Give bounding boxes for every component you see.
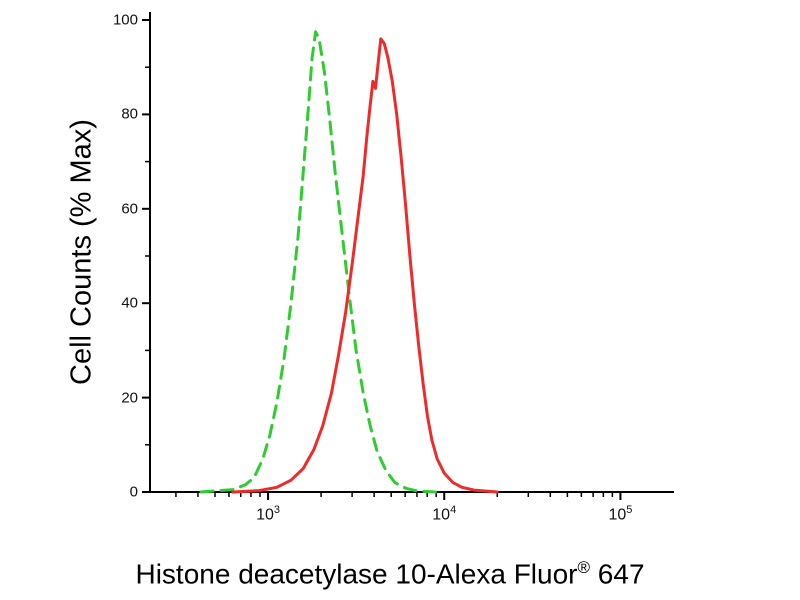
negative-control-curve	[199, 30, 437, 494]
x-tick-base: 10	[608, 506, 627, 524]
x-tick-base: 10	[256, 506, 274, 524]
y-tick-label-40: 40	[121, 294, 138, 312]
y-axis-title: Cell Counts (% Max)	[65, 119, 98, 385]
y-tick-label-80: 80	[121, 105, 138, 123]
x-axis-title-main: Histone deacetylase 10-Alexa Fluor	[135, 558, 578, 590]
x-tick-label-10e5: 105	[608, 504, 632, 524]
x-tick-exponent: 3	[273, 504, 281, 516]
x-tick-base: 10	[432, 506, 451, 524]
hdac10-stained-curve	[231, 37, 499, 494]
x-axis-title: Histone deacetylase 10-Alexa Fluor® 647	[135, 558, 644, 590]
x-tick-exponent: 5	[626, 504, 633, 516]
y-tick-label-20: 20	[121, 389, 138, 407]
y-tick-label-60: 60	[121, 200, 138, 218]
x-axis-title-tail: 647	[590, 558, 645, 590]
x-tick-exponent: 4	[450, 504, 457, 516]
y-tick-label-0: 0	[129, 483, 138, 501]
x-tick-label-10e3: 103	[256, 504, 280, 524]
y-tick-label-100: 100	[112, 11, 138, 29]
x-tick-label-10e4: 104	[432, 504, 456, 524]
registered-trademark-symbol: ®	[577, 558, 591, 577]
